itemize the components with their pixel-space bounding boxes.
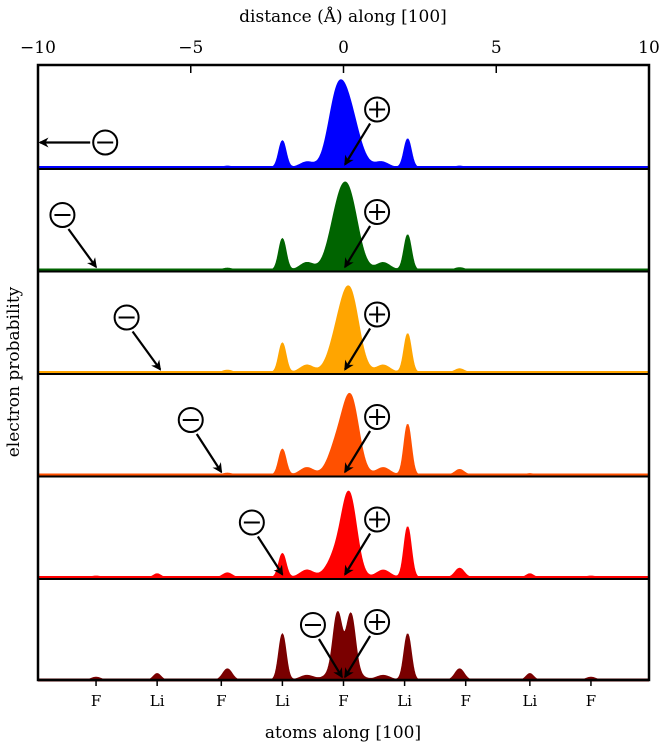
positive-charge-annotation [344,609,391,679]
series-panel [38,392,649,478]
density-area [38,490,649,578]
top-tick-label: 10 [638,38,659,58]
atom-tick-label: Li [150,692,165,710]
positive-charge-arrow [344,430,372,474]
positive-charge-arrow [344,635,372,679]
y-axis-title: electron probability [4,286,24,457]
atom-tick-label: F [460,692,470,710]
atom-tick-label: Li [275,692,290,710]
positive-charge-annotation [344,199,391,269]
series-panel [38,611,649,682]
positive-charge-arrow [344,225,372,269]
charge-annotations [38,96,391,679]
atom-tick-label: Li [522,692,537,710]
top-axis-title: distance (Å) along [100] [239,6,447,27]
top-tick-label: 0 [338,38,349,58]
density-area [38,392,649,476]
atom-tick-label: F [338,692,348,710]
positive-charge-arrow [344,327,372,371]
negative-charge-arrow [131,330,162,371]
negative-charge-annotation [299,612,343,679]
bottom-axis-title: atoms along [100] [265,723,421,743]
negative-charge-annotation [238,509,284,576]
positive-charge-annotation [344,96,391,166]
series-panel [38,181,649,273]
positive-charge-annotation [344,301,391,371]
positive-charge-arrow [344,122,372,166]
negative-charge-annotation [49,202,97,269]
negative-charge-annotation [113,304,162,371]
positive-charge-annotation [344,404,391,474]
negative-charge-arrow [67,228,97,269]
negative-charge-arrow [195,433,223,474]
bottom-axis: F Li F Li F Li F Li F [91,680,596,710]
positive-charge-annotation [344,506,391,576]
top-tick-label: 5 [491,38,502,58]
top-axis: −10 −5 0 5 10 [20,38,659,73]
density-area [38,181,649,271]
series-panels [38,79,649,682]
atom-tick-label: F [586,692,596,710]
top-tick-label: −5 [178,38,203,58]
atom-tick-label: Li [397,692,412,710]
density-area [38,79,649,168]
atom-tick-label: F [216,692,226,710]
negative-charge-annotation [177,407,223,474]
series-panel [38,79,649,170]
negative-charge-annotation [38,129,119,156]
positive-charge-arrow [344,532,372,576]
density-area [38,611,649,681]
series-panel [38,490,649,580]
top-tick-label: −10 [20,38,56,58]
negative-charge-arrow [318,638,343,679]
negative-charge-arrow [256,535,284,576]
series-panel [38,285,649,375]
atom-tick-label: F [91,692,101,710]
